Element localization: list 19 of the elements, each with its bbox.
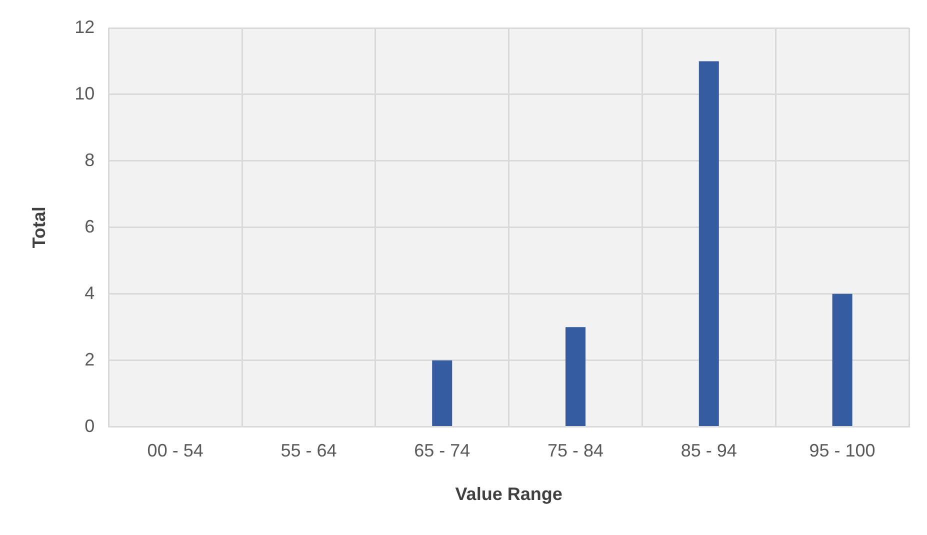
y-tick-label: 12	[74, 16, 95, 37]
y-tick-label: 8	[84, 150, 95, 170]
y-axis-title: Total	[28, 206, 49, 248]
bar	[566, 327, 586, 426]
x-tick-label: 75 - 84	[547, 440, 604, 461]
x-tick-label: 55 - 64	[280, 440, 337, 461]
bar	[698, 61, 719, 426]
x-tick-label: 85 - 94	[680, 440, 737, 461]
bar	[832, 294, 852, 426]
y-tick-label: 10	[74, 83, 95, 104]
x-tick-label: 95 - 100	[809, 440, 876, 461]
y-tick-label: 6	[84, 216, 95, 236]
y-tick-label: 4	[84, 282, 95, 303]
x-tick-label: 00 - 54	[147, 440, 204, 461]
x-axis-title: Value Range	[455, 484, 562, 504]
bar	[432, 360, 452, 426]
y-tick-label: 0	[84, 416, 95, 436]
x-tick-label: 65 - 74	[414, 440, 470, 461]
y-tick-label: 2	[84, 349, 95, 370]
